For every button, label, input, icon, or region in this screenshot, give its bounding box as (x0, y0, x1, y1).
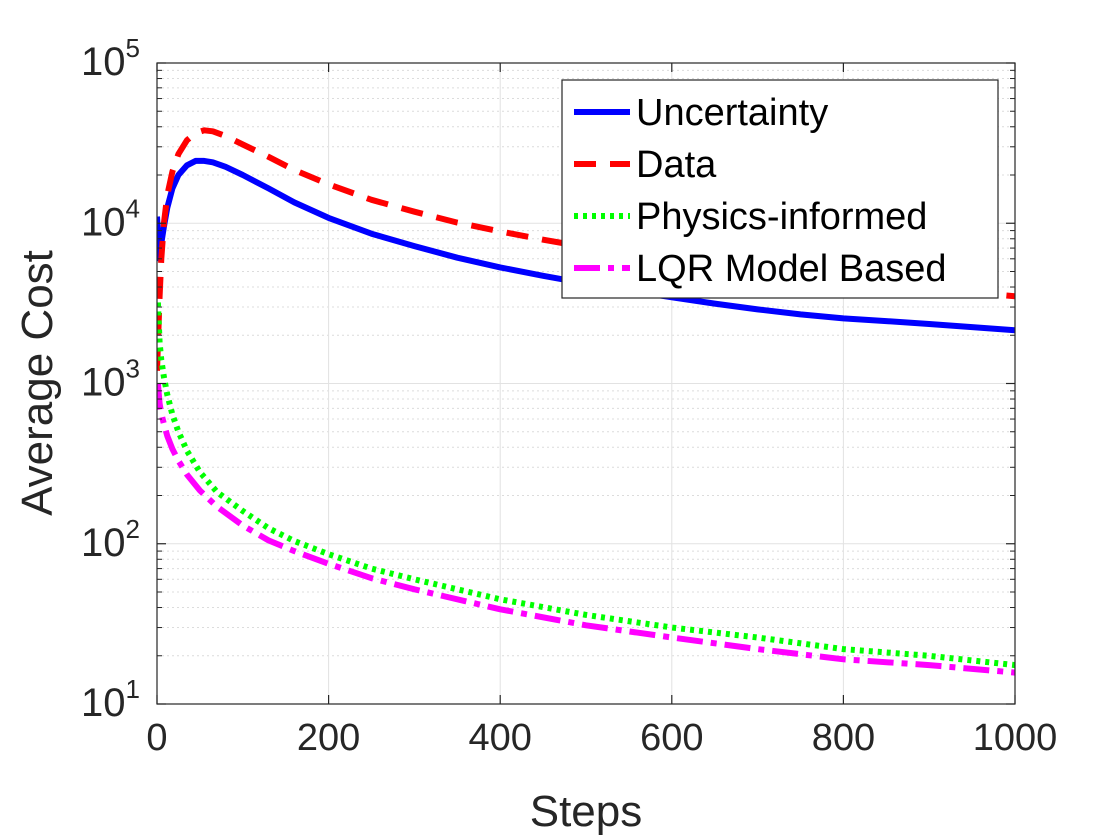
x-axis-label: Steps (530, 787, 643, 836)
y-tick-label: 104 (81, 193, 140, 244)
x-tick-labels: 0 200 400 600 800 1000 (146, 717, 1057, 759)
legend: Uncertainty Data Physics-informed LQR Model… (561, 79, 999, 299)
plot-frame (156, 62, 1016, 705)
y-axis-label: Average Cost (13, 250, 62, 516)
y-tick-label: 103 (81, 354, 140, 405)
legend-entry-label: LQR Model Based (636, 248, 947, 290)
x-tick-label: 800 (812, 717, 875, 759)
legend-box (561, 79, 999, 299)
series-line-uncertainty (157, 157, 1015, 334)
x-tick-label: 400 (468, 717, 531, 759)
legend-entry-label: Physics-informed (636, 196, 927, 238)
y-tick-label: 105 (81, 33, 140, 84)
x-tick-label: 0 (146, 717, 167, 759)
legend-entry-label: Uncertainty (636, 92, 828, 134)
x-tick-label: 1000 (973, 717, 1058, 759)
x-tick-label: 200 (297, 717, 360, 759)
y-tick-label: 101 (81, 674, 140, 725)
legend-entry-label: Data (636, 144, 717, 186)
series-line-lqr-model-based (157, 383, 1015, 676)
x-tick-label: 600 (640, 717, 703, 759)
series-line-physics-informed (157, 302, 1015, 669)
y-tick-labels: 101 102 103 104 105 (81, 33, 140, 725)
y-tick-label: 102 (81, 514, 140, 565)
